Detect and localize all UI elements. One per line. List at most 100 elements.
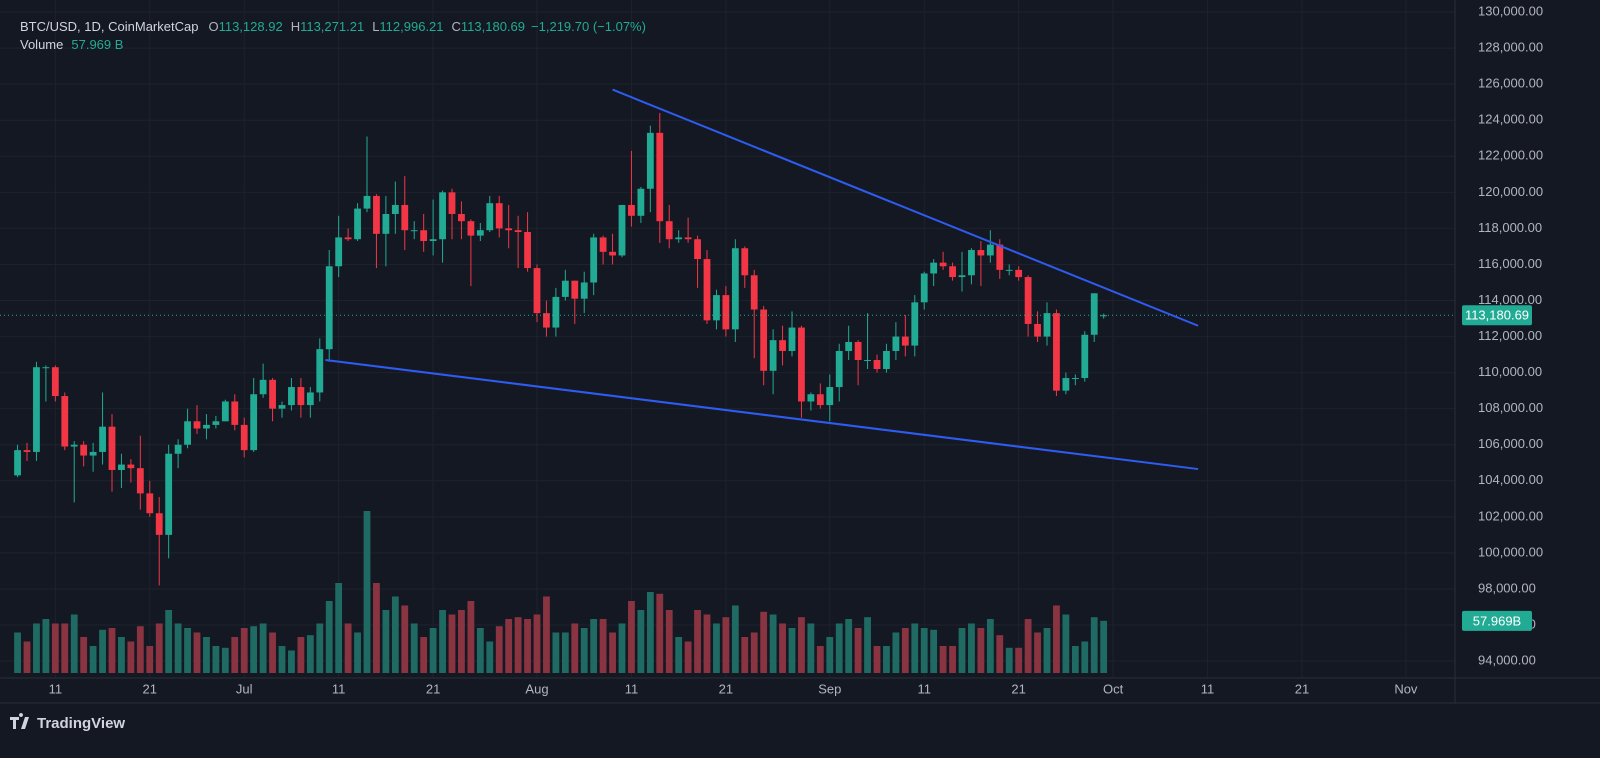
candle-body <box>580 282 588 299</box>
candle-body <box>864 360 871 362</box>
volume-bar <box>259 623 267 673</box>
candle-body <box>949 266 956 278</box>
candle-body <box>212 421 220 425</box>
volume-bar <box>174 623 182 673</box>
volume-bar <box>779 623 786 673</box>
volume-bar <box>316 623 324 673</box>
volume-bar <box>939 646 947 673</box>
volume-bar <box>920 628 928 673</box>
volume-bar <box>448 614 456 673</box>
candle-body <box>391 204 399 214</box>
y-tick-label: 120,000.00 <box>1478 184 1543 199</box>
volume-bar <box>514 617 522 673</box>
candle-body <box>1005 269 1013 271</box>
candle-body <box>694 239 701 260</box>
candle-body <box>33 367 40 452</box>
volume-line: Volume 57.969 B <box>20 37 123 52</box>
volume-bar <box>505 619 513 673</box>
candle-body <box>297 387 305 406</box>
volume-bar <box>240 628 248 673</box>
candle-body <box>920 273 928 303</box>
volume-bar <box>269 632 276 673</box>
volume-bar <box>89 646 97 673</box>
volume-bar <box>325 601 333 673</box>
candle-body <box>184 421 191 445</box>
candle-body <box>467 221 475 236</box>
candle-body <box>939 262 947 267</box>
change-value: −1,219.70 (−1.07%) <box>531 19 646 34</box>
volume-bar <box>429 628 437 673</box>
candle-body <box>410 230 418 232</box>
candle-body <box>429 239 437 242</box>
volume-bar <box>1071 646 1079 673</box>
volume-bar <box>203 637 210 673</box>
candle-body <box>769 340 777 371</box>
x-tick-label: 11 <box>625 681 639 696</box>
volume-bar <box>524 619 531 673</box>
volume-bar <box>1100 620 1108 673</box>
y-tick-label: 130,000.00 <box>1478 4 1543 19</box>
volume-bar <box>344 623 352 673</box>
volume-bar <box>637 610 645 673</box>
x-tick-label: Nov <box>1394 681 1418 696</box>
volume-value: 57.969 B <box>71 37 123 52</box>
overlay-layer <box>0 88 1455 471</box>
volume-bar <box>684 641 692 673</box>
y-tick-label: 102,000.00 <box>1478 508 1543 523</box>
candle-body <box>231 401 239 425</box>
x-tick-label: 21 <box>1295 681 1309 696</box>
candle-body <box>1024 277 1032 324</box>
candle-body <box>203 424 210 429</box>
y-tick-label: 112,000.00 <box>1478 328 1542 343</box>
candle-body <box>344 237 352 240</box>
candle-body <box>637 188 645 216</box>
volume-bar <box>618 623 626 673</box>
candle-body <box>382 213 390 234</box>
candle-body <box>656 132 664 222</box>
volume-bar <box>146 646 154 673</box>
y-tick-label: 108,000.00 <box>1478 400 1543 415</box>
x-tick-label: Oct <box>1103 681 1124 696</box>
candle-body <box>1081 334 1089 379</box>
candle-body <box>1062 378 1070 391</box>
candle-body <box>278 405 286 409</box>
open-value: 113,128.92 <box>219 19 283 34</box>
volume-bar <box>694 610 701 673</box>
price-tag-bg <box>1462 305 1532 326</box>
volume-bar <box>118 637 125 673</box>
volume-bar <box>873 646 881 673</box>
candle-body <box>458 213 465 222</box>
candle-body <box>750 275 758 310</box>
volume-bar <box>193 632 201 673</box>
volume-bar <box>184 628 191 673</box>
volume-bar <box>99 629 106 673</box>
candle-body <box>590 237 598 283</box>
volume-bar <box>288 650 295 673</box>
volume-bar <box>212 646 220 673</box>
volume-bar <box>250 626 258 673</box>
volume-bar <box>533 614 541 673</box>
candle-body <box>835 350 843 388</box>
candle-body <box>448 192 456 214</box>
volume-bar <box>467 601 475 673</box>
candle-body <box>524 232 531 269</box>
volume-bar <box>901 628 909 673</box>
candle-body <box>1071 378 1079 380</box>
volume-bar <box>51 623 59 673</box>
candle-body <box>609 251 616 256</box>
volume-bar <box>221 647 229 673</box>
low-value: 112,996.21 <box>379 19 443 34</box>
candle-body <box>108 426 116 470</box>
trend-line <box>325 359 1199 471</box>
y-tick-label: 94,000.00 <box>1478 652 1536 667</box>
candle-body <box>221 401 229 422</box>
brand: TradingView <box>37 715 125 732</box>
volume-bar <box>835 623 843 673</box>
volume-bar <box>1053 605 1060 673</box>
volume-bar <box>401 605 409 673</box>
volume-bar <box>571 623 579 673</box>
candle-body <box>306 392 314 406</box>
volume-bar <box>458 610 465 673</box>
volume-bar <box>61 623 69 673</box>
volume-bar <box>892 632 900 673</box>
